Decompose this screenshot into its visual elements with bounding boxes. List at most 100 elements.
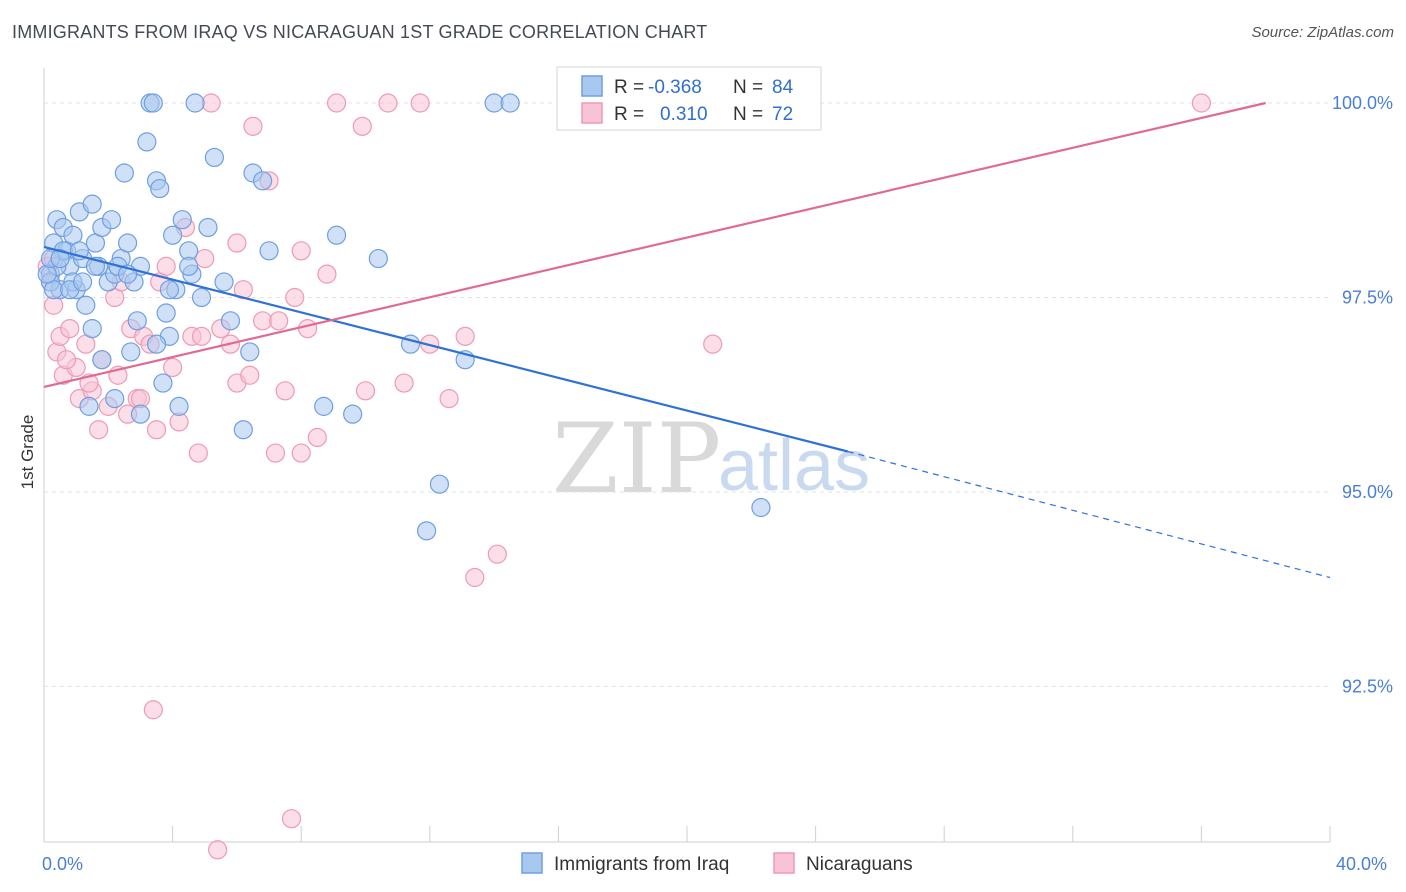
bottom-legend-label-iraq: Immigrants from Iraq <box>554 854 729 875</box>
nicaraguans-point-29 <box>201 93 221 113</box>
iraq-point-55 <box>484 93 504 113</box>
nicaraguans-point-53 <box>465 567 485 588</box>
iraq-point-46 <box>259 241 279 261</box>
iraq-point-11 <box>76 295 96 315</box>
y-tick-label-3: 92.5% <box>1342 676 1393 696</box>
trend-line-nicaraguans <box>43 101 1266 389</box>
nicaraguans-point-58 <box>143 700 163 720</box>
nicaraguans-point-42 <box>307 427 327 448</box>
nicaraguans-point-23 <box>163 357 183 378</box>
nicaraguans-point-55 <box>703 334 723 354</box>
legend-r-label-nicaraguans: R = <box>614 104 644 125</box>
y-axis-title: 1st Grade <box>18 415 37 490</box>
nicaraguans-point-35 <box>253 311 273 331</box>
nicaraguans-point-70 <box>269 311 289 331</box>
x-tick-label-min: 0.0% <box>42 854 83 874</box>
legend-swatch-nicaraguans <box>581 102 603 124</box>
iraq-point-82 <box>127 311 147 331</box>
iraq-point-38 <box>198 217 218 238</box>
iraq-point-66 <box>179 256 199 276</box>
iraq-point-37 <box>191 287 212 308</box>
y-tick-label-0: 100.0% <box>1332 93 1393 113</box>
iraq-point-83 <box>50 248 70 269</box>
iraq-point-63 <box>153 373 173 393</box>
nicaraguans-point-38 <box>275 381 295 401</box>
iraq-point-48 <box>326 225 347 245</box>
legend-n-label-iraq: N = <box>733 77 763 98</box>
nicaraguans-point-59 <box>281 809 302 829</box>
iraq-point-81 <box>121 342 141 362</box>
iraq-point-42 <box>233 420 253 440</box>
nicaraguans-point-37 <box>265 443 286 463</box>
nicaraguans-point-68 <box>227 233 247 253</box>
nicaraguans-point-39 <box>285 287 305 308</box>
legend-r-value-nicaraguans: 0.310 <box>660 104 708 125</box>
nicaraguans-point-20 <box>146 420 167 440</box>
iraq-point-28 <box>150 178 170 199</box>
nicaraguans-point-10 <box>89 420 109 440</box>
x-tick-label-max: 40.0% <box>1336 854 1387 874</box>
legend-swatch-iraq <box>581 75 603 97</box>
iraq-point-75 <box>105 389 125 409</box>
iraq-point-31 <box>163 225 183 245</box>
nicaraguans-point-45 <box>352 116 372 136</box>
nicaraguans-point-71 <box>291 443 311 463</box>
nicaraguans-point-46 <box>355 381 376 401</box>
iraq-point-61 <box>130 404 151 424</box>
axes <box>43 68 1331 843</box>
legend-r-value-iraq: -0.368 <box>648 77 702 98</box>
iraq-point-76 <box>37 264 57 284</box>
nicaraguans-point-60 <box>208 840 228 860</box>
nicaraguans-point-47 <box>378 93 398 113</box>
correlation-legend: R = -0.368 N = 84 R = 0.310 N = 72 <box>556 66 822 131</box>
nicaraguans-point-57 <box>1191 93 1212 113</box>
iraq-point-59 <box>92 350 112 370</box>
iraq-point-65 <box>169 396 189 416</box>
nicaraguans-point-54 <box>487 544 507 564</box>
y-tick-labels: 100.0% 97.5% 95.0% 92.5% <box>1332 93 1393 696</box>
iraq-point-57 <box>751 497 771 518</box>
y-tick-label-2: 95.0% <box>1342 482 1393 502</box>
iraq-point-43 <box>240 342 260 362</box>
bottom-legend-label-nicaraguans: Nicaraguans <box>806 854 913 875</box>
iraq-point-79 <box>72 272 93 292</box>
nicaraguans-point-49 <box>410 93 430 113</box>
source-credit: Source: ZipAtlas.com <box>1251 24 1394 41</box>
series-iraq-points <box>37 93 771 541</box>
legend-n-value-iraq: 84 <box>772 77 794 98</box>
legend-n-value-nicaraguans: 72 <box>772 104 793 125</box>
series-legend: Immigrants from Iraq Nicaraguans <box>521 852 913 875</box>
iraq-point-17 <box>101 210 122 230</box>
iraq-point-62 <box>146 334 167 354</box>
nicaraguans-point-27 <box>188 443 208 463</box>
iraq-point-64 <box>159 280 179 300</box>
iraq-point-40 <box>214 272 234 292</box>
iraq-point-41 <box>220 311 241 331</box>
iraq-point-20 <box>114 163 134 183</box>
nicaraguans-point-41 <box>298 318 318 339</box>
iraq-point-58 <box>79 396 99 416</box>
iraq-point-53 <box>429 474 450 494</box>
iraq-point-21 <box>117 233 138 253</box>
iraq-point-52 <box>416 521 437 541</box>
nicaraguans-point-43 <box>317 264 337 284</box>
legend-r-label-iraq: R = <box>614 77 644 98</box>
iraq-point-33 <box>172 210 192 230</box>
nicaraguans-point-44 <box>326 93 347 113</box>
nicaraguans-point-28 <box>195 248 215 269</box>
bottom-legend-swatch-iraq <box>521 852 543 874</box>
iraq-point-26 <box>143 93 163 113</box>
iraq-point-29 <box>156 303 176 323</box>
iraq-point-56 <box>500 93 520 113</box>
nicaraguans-point-52 <box>455 326 475 346</box>
trend-lines <box>43 101 1331 579</box>
nicaraguans-point-5 <box>60 318 80 339</box>
watermark-zip: ZIP <box>552 403 721 515</box>
trend-line-iraq <box>43 245 849 453</box>
iraq-point-47 <box>314 396 334 416</box>
iraq-point-49 <box>343 404 363 424</box>
nicaraguans-point-67 <box>191 326 212 346</box>
bottom-legend-swatch-nicaraguans <box>773 852 795 874</box>
y-tick-label-1: 97.5% <box>1342 287 1393 307</box>
